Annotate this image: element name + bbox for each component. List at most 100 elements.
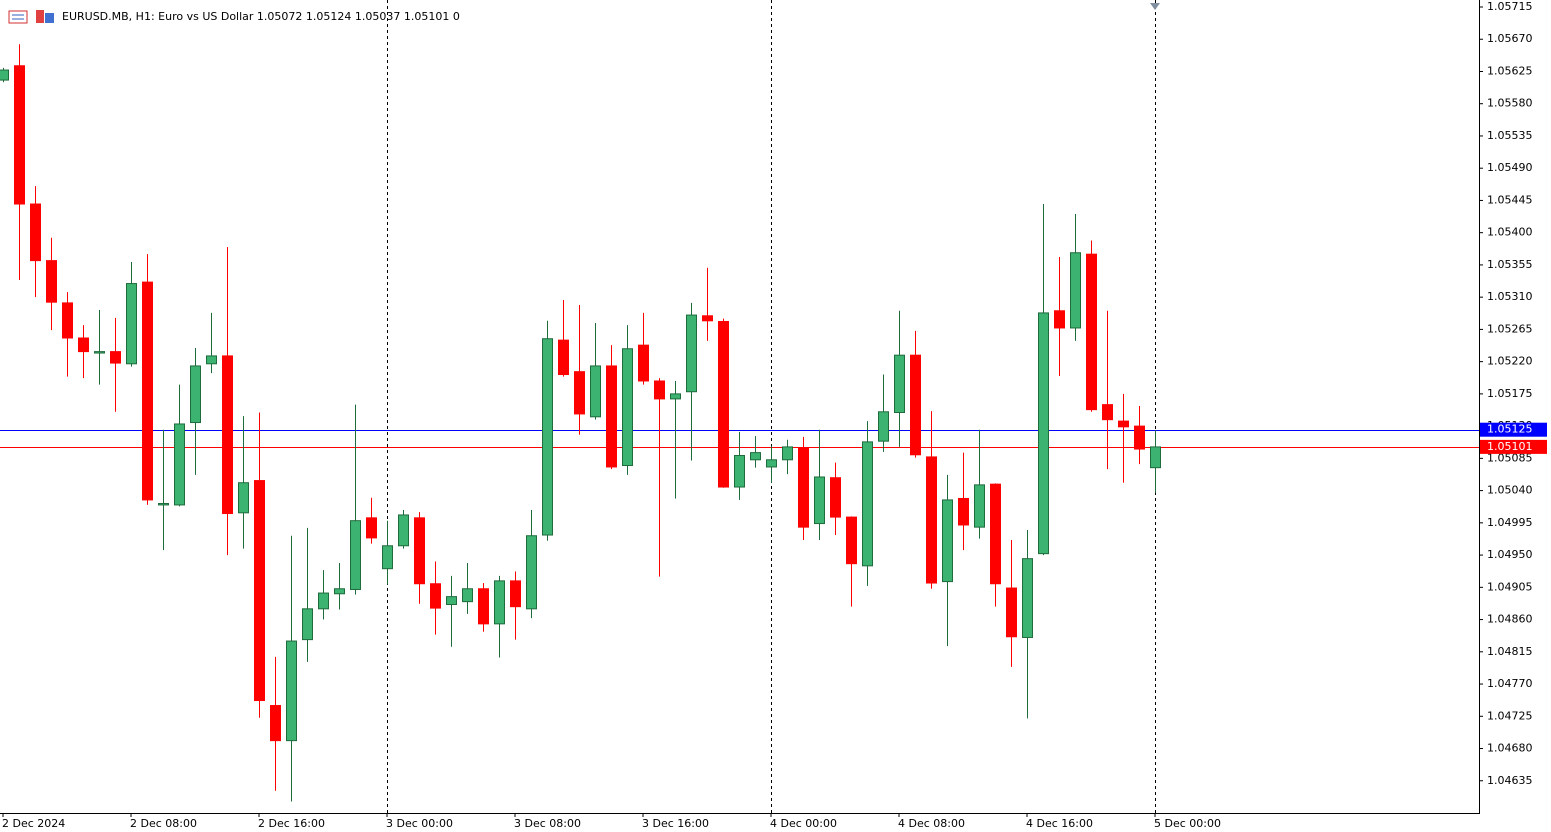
x-tick-label: 4 Dec 16:00 [1026,817,1093,830]
candle-body [686,314,697,393]
candle-body [1102,404,1113,421]
x-tick-label: 2 Dec 16:00 [258,817,325,830]
price-label-box [1480,439,1547,454]
candle-body [1006,587,1017,638]
candle-body [638,344,649,382]
candle-body [238,482,249,514]
shift-marker [1150,3,1160,10]
candle-body [94,351,105,354]
candle-body [1118,420,1129,428]
x-tick-label: 4 Dec 00:00 [770,817,837,830]
candle-body [110,351,121,364]
candle-body [1070,252,1081,329]
y-tick-label: 1.05445 [1487,193,1533,206]
candle-body [254,480,265,702]
candle-body [142,281,153,501]
x-tick-label: 3 Dec 16:00 [642,817,709,830]
x-tick-label: 4 Dec 08:00 [898,817,965,830]
candle-body [382,545,393,570]
candle-body [654,380,665,400]
y-tick-label: 1.05310 [1487,290,1533,303]
candle-body [574,371,585,415]
candle-body [1134,425,1145,450]
candle-body [478,588,489,625]
candle-body [206,355,217,365]
candle-body [302,608,313,641]
y-tick-label: 1.04995 [1487,516,1533,529]
y-tick-label: 1.05625 [1487,64,1533,77]
candle-body [174,423,185,506]
candle-body [46,260,57,303]
x-tick-label: 2 Dec 08:00 [130,817,197,830]
candle-body [942,499,953,583]
y-tick-label: 1.04860 [1487,613,1533,626]
candle-body [894,354,905,414]
candle-body [750,452,761,461]
y-tick-label: 1.05490 [1487,161,1533,174]
candle-body [766,459,777,468]
price-label: 1.05101 [1487,440,1533,453]
candle-body [542,338,553,536]
menu-icon[interactable] [8,10,28,24]
y-tick-label: 1.04950 [1487,548,1533,561]
y-tick-label: 1.04770 [1487,677,1533,690]
y-tick-label: 1.04680 [1487,742,1533,755]
candle-body [318,592,329,610]
candle-body [222,355,233,515]
candle-body [1150,446,1161,469]
candle-body [414,517,425,585]
candle-body [30,203,41,262]
candle-body [190,365,201,424]
y-tick-label: 1.05175 [1487,387,1533,400]
y-tick-label: 1.05670 [1487,32,1533,45]
y-tick-label: 1.05580 [1487,97,1533,110]
candle-body [526,535,537,610]
candle-body [366,517,377,539]
candle-body [158,502,169,506]
candle-body [558,339,569,376]
candle-body [270,705,281,742]
x-tick-label: 5 Dec 00:00 [1154,817,1221,830]
y-tick-label: 1.05265 [1487,322,1533,335]
chart-icon[interactable] [36,10,44,23]
candle-body [1022,558,1033,638]
candle-body [0,69,9,81]
candle-body [670,393,681,400]
candle-body [606,365,617,468]
candle-body [782,446,793,461]
x-tick-label: 3 Dec 00:00 [386,817,453,830]
candle-body [510,580,521,608]
candle-body [78,337,89,353]
candle-body [1054,310,1065,329]
candle-body [286,640,297,742]
chart-title: EURUSD.MB, H1: Euro vs US Dollar 1.05072… [62,10,460,23]
price-label: 1.05125 [1487,423,1533,436]
candle-body [734,454,745,488]
y-tick-label: 1.04815 [1487,645,1533,658]
candle-body [494,580,505,625]
y-tick-label: 1.05535 [1487,129,1533,142]
candle-body [958,497,969,526]
candle-body [830,477,841,518]
y-tick-label: 1.05400 [1487,226,1533,239]
candle-body [126,283,137,365]
candle-body [1038,312,1049,555]
y-tick-label: 1.05715 [1487,0,1533,13]
x-tick-label: 2 Dec 2024 [2,817,65,830]
candle-body [702,315,713,322]
candle-body [350,520,361,590]
y-tick-label: 1.05220 [1487,355,1533,368]
candle-body [622,348,633,467]
candle-body [398,514,409,547]
y-tick-label: 1.05085 [1487,451,1533,464]
candle-body [14,65,25,205]
candle-body [926,456,937,584]
candle-body [334,588,345,595]
candle-body [1086,253,1097,411]
y-tick-label: 1.04725 [1487,709,1533,722]
candle-body [462,588,473,603]
chart-icon [45,13,54,23]
